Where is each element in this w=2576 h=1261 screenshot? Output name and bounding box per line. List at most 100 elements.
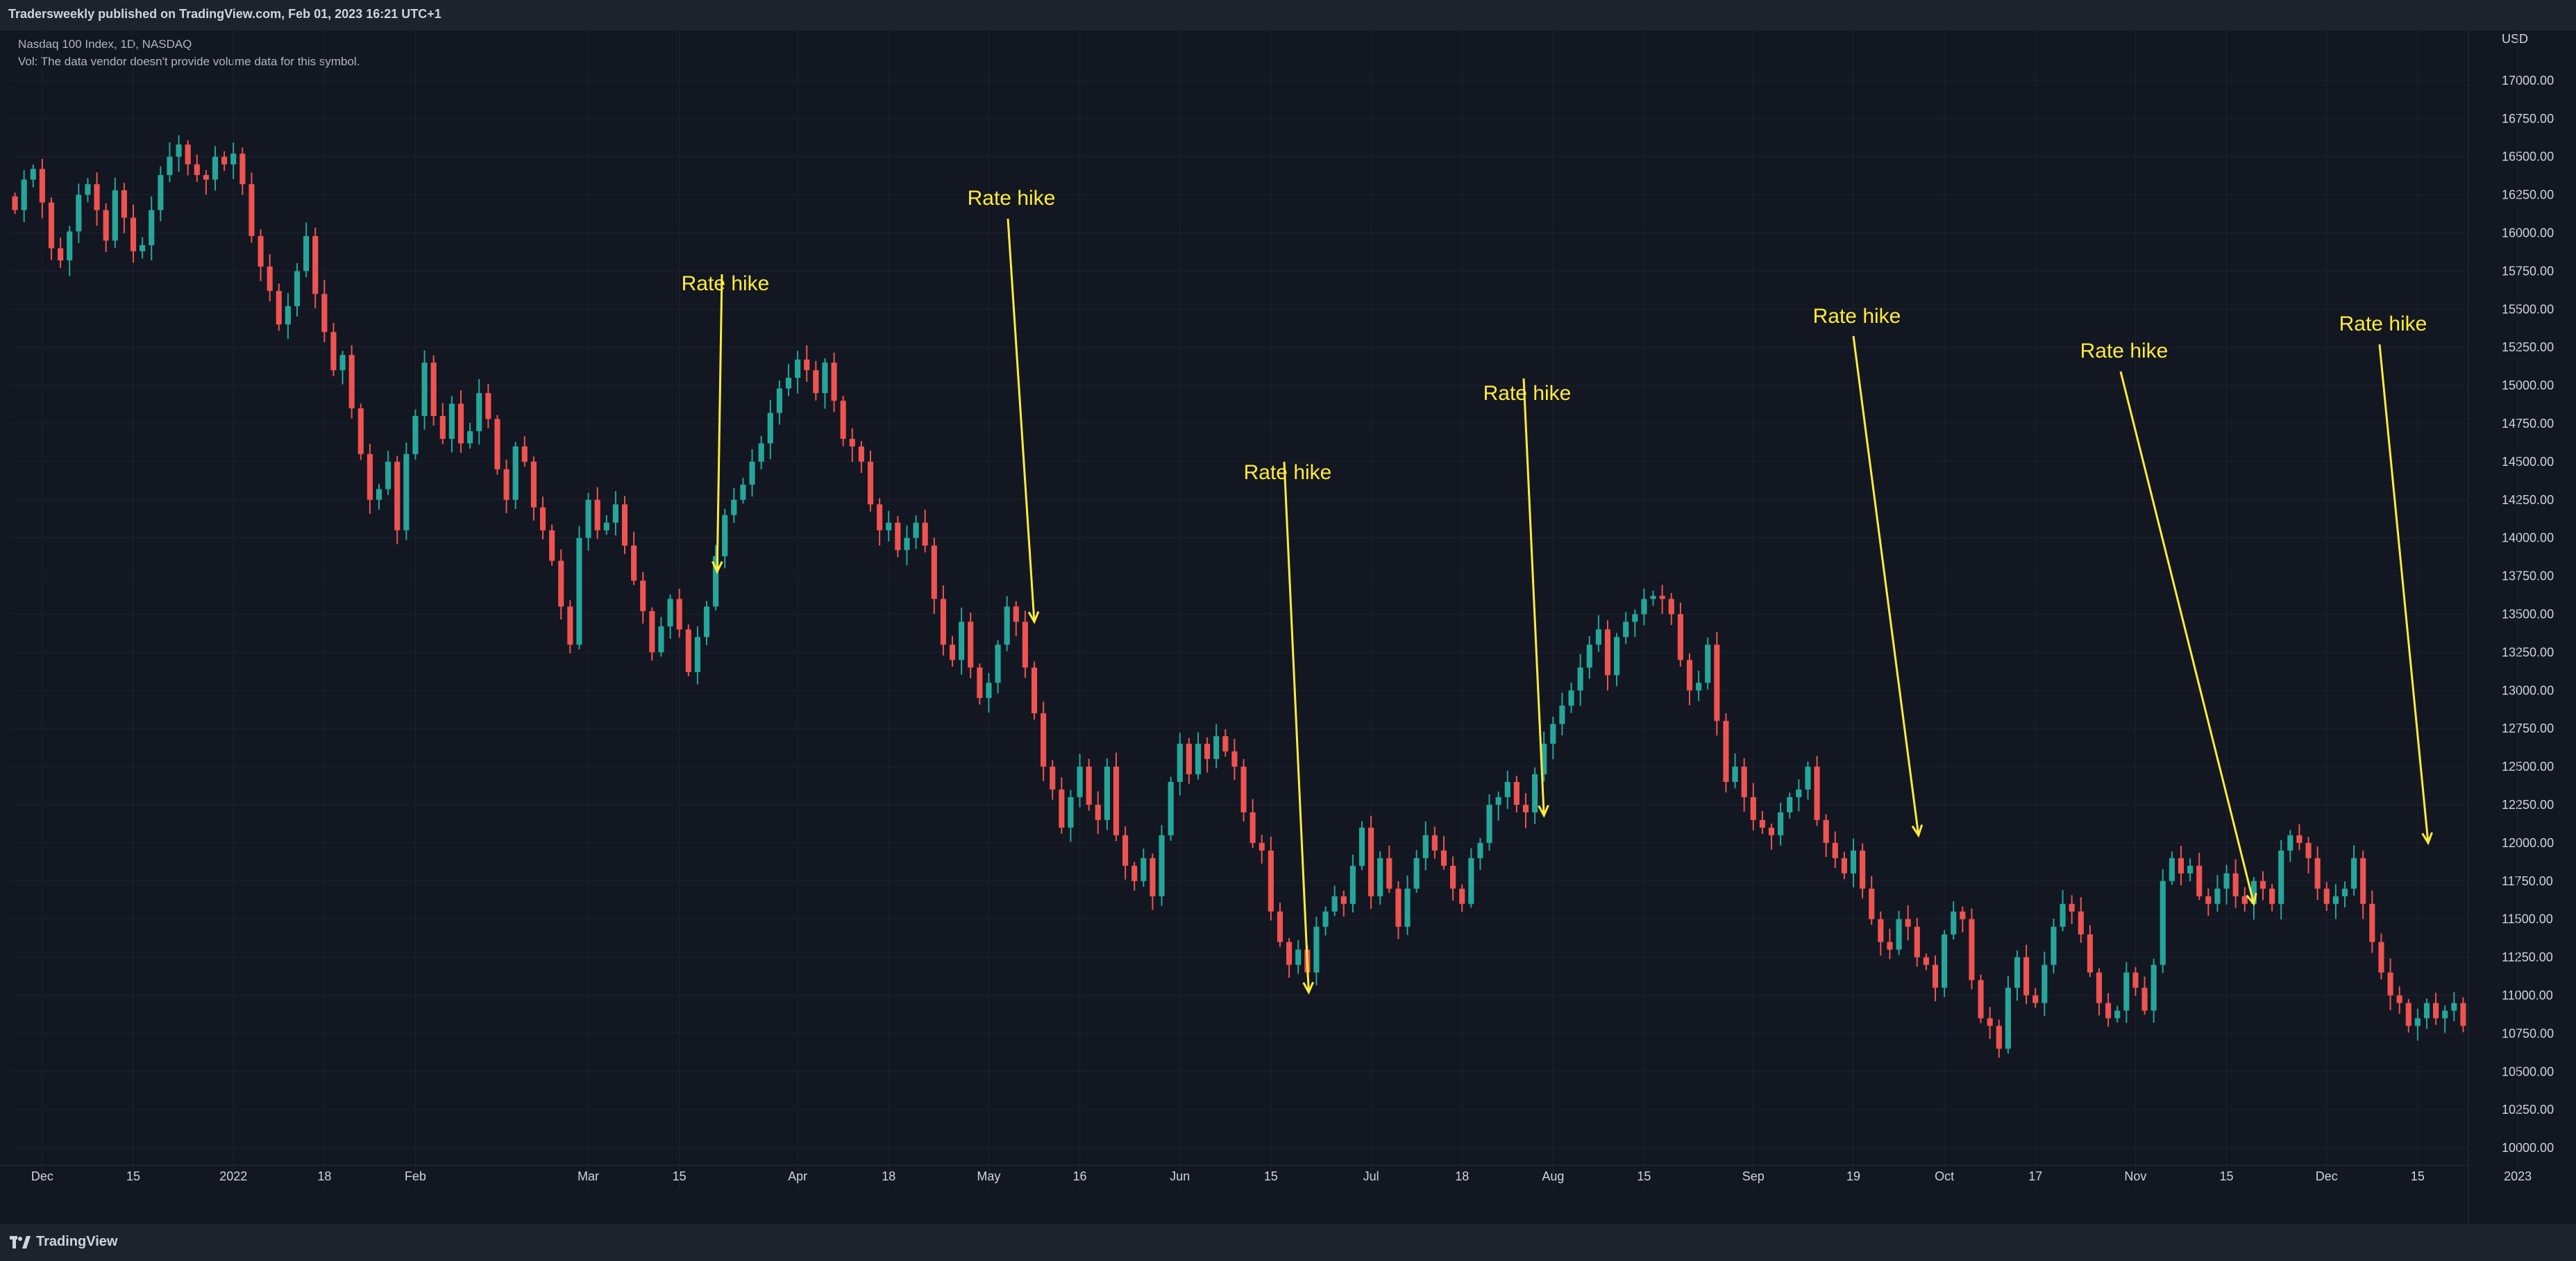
candle-body — [376, 489, 382, 500]
candle-body — [1577, 667, 1583, 691]
candle-body — [103, 210, 109, 241]
candle-body — [1068, 797, 1074, 828]
candle-body — [194, 164, 200, 176]
candle-body — [294, 271, 301, 306]
candle-body — [785, 378, 792, 389]
y-tick-label: 12250.00 — [2502, 798, 2554, 812]
candle-body — [1759, 819, 1765, 828]
header-bar: Tradersweekly published on TradingView.c… — [0, 0, 2576, 31]
candle-body — [804, 359, 810, 371]
candle-body — [367, 453, 373, 500]
candle-body — [2223, 873, 2230, 889]
candle-body — [476, 393, 482, 431]
y-tick-label: 10000.00 — [2502, 1141, 2554, 1155]
candle-body — [621, 504, 628, 546]
candle-body — [176, 144, 182, 157]
candle-body — [2105, 1003, 2112, 1019]
candle-body — [2042, 964, 2048, 1003]
candle-body — [2278, 850, 2284, 904]
x-tick-label: 18 — [882, 1169, 895, 1183]
x-tick-label: Mar — [578, 1169, 599, 1183]
candle-body — [1532, 774, 1538, 812]
tradingview-brand[interactable]: TradingView — [10, 1234, 117, 1250]
candle-body — [130, 217, 137, 251]
candle-body — [457, 403, 464, 444]
brand-label: TradingView — [36, 1234, 118, 1249]
candle-body — [667, 599, 673, 627]
candle-body — [1113, 767, 1120, 835]
candle-body — [2214, 888, 2221, 904]
candle-body — [1632, 614, 1638, 622]
candle-body — [158, 175, 164, 210]
candle-body — [394, 461, 401, 531]
candle-body — [1541, 744, 1547, 775]
x-tick-label: Sep — [1742, 1169, 1765, 1183]
candle-body — [285, 306, 291, 325]
candle-body — [2087, 934, 2093, 973]
candle-body — [1732, 767, 1738, 783]
candle-body — [512, 446, 519, 500]
candle-body — [1787, 797, 1793, 812]
candle-body — [1277, 911, 1283, 942]
rate-hike-arrow-line — [2378, 344, 2430, 844]
candle-body — [1459, 888, 1465, 904]
candle-body — [2351, 858, 2357, 889]
candle-body — [348, 355, 355, 409]
candle-body — [877, 504, 883, 531]
candle-body — [1614, 637, 1620, 676]
candle-body — [2150, 964, 2157, 1011]
candle-body — [940, 599, 946, 645]
candle-body — [1313, 926, 1320, 973]
candle-body — [2141, 987, 2148, 1011]
candle-body — [749, 461, 755, 485]
candle-body — [1996, 1026, 2002, 1049]
candle-body — [1750, 797, 1756, 820]
candle-body — [603, 522, 609, 531]
candle-body — [1932, 964, 1939, 988]
rate-hike-arrow-head — [1302, 981, 1314, 995]
x-tick-label: 15 — [2411, 1169, 2425, 1183]
x-tick-label: Dec — [31, 1169, 53, 1183]
rate-hike-arrow-line — [1852, 335, 1920, 836]
y-tick-label: 14000.00 — [2502, 531, 2554, 545]
candle-body — [1796, 790, 1802, 797]
candle-body — [2132, 972, 2139, 988]
candle-body — [1686, 660, 1693, 691]
y-tick-label: 16250.00 — [2502, 188, 2554, 202]
candle-body — [1450, 865, 1456, 889]
candle-body — [48, 202, 55, 249]
x-tick-label: 15 — [2220, 1169, 2234, 1183]
y-tick-label: 13500.00 — [2502, 607, 2554, 621]
candle-body — [1741, 767, 1747, 797]
candle-body — [1204, 744, 1211, 760]
candle-body — [1568, 690, 1574, 706]
candle-body — [1195, 744, 1202, 775]
candle-body — [1677, 614, 1683, 660]
candle-body — [1440, 850, 1447, 866]
candle-body — [831, 362, 837, 401]
x-tick-label: 15 — [1264, 1169, 1278, 1183]
candle-body — [649, 611, 655, 653]
x-tick-label: Dec — [2316, 1169, 2338, 1183]
candle-body — [703, 606, 710, 637]
symbol-legend: Nasdaq 100 Index, 1D, NASDAQ — [18, 37, 192, 51]
candle-body — [567, 606, 573, 645]
candle-body — [1050, 767, 1056, 790]
candle-body — [1131, 865, 1138, 881]
candle-body — [2032, 995, 2039, 1003]
candle-body — [2023, 957, 2030, 996]
candle-body — [1714, 644, 1720, 721]
y-tick-label: 16000.00 — [2502, 226, 2554, 240]
y-tick-label: 11750.00 — [2502, 874, 2553, 888]
candle-body — [2078, 911, 2084, 935]
y-tick-label: 12750.00 — [2502, 721, 2554, 735]
candle-body — [1623, 621, 1629, 637]
candle-body — [2123, 972, 2130, 1011]
candle-body — [1159, 835, 1165, 896]
rate-hike-label: Rate hike — [1244, 461, 1332, 484]
candle-body — [913, 522, 919, 538]
price-chart[interactable]: 10000.00 10250.00 10500.00 10750.00 11000.00… — [0, 31, 2576, 1224]
currency-label: USD — [2502, 32, 2528, 46]
x-tick-label: 18 — [1455, 1169, 1469, 1183]
candle-body — [895, 522, 901, 551]
